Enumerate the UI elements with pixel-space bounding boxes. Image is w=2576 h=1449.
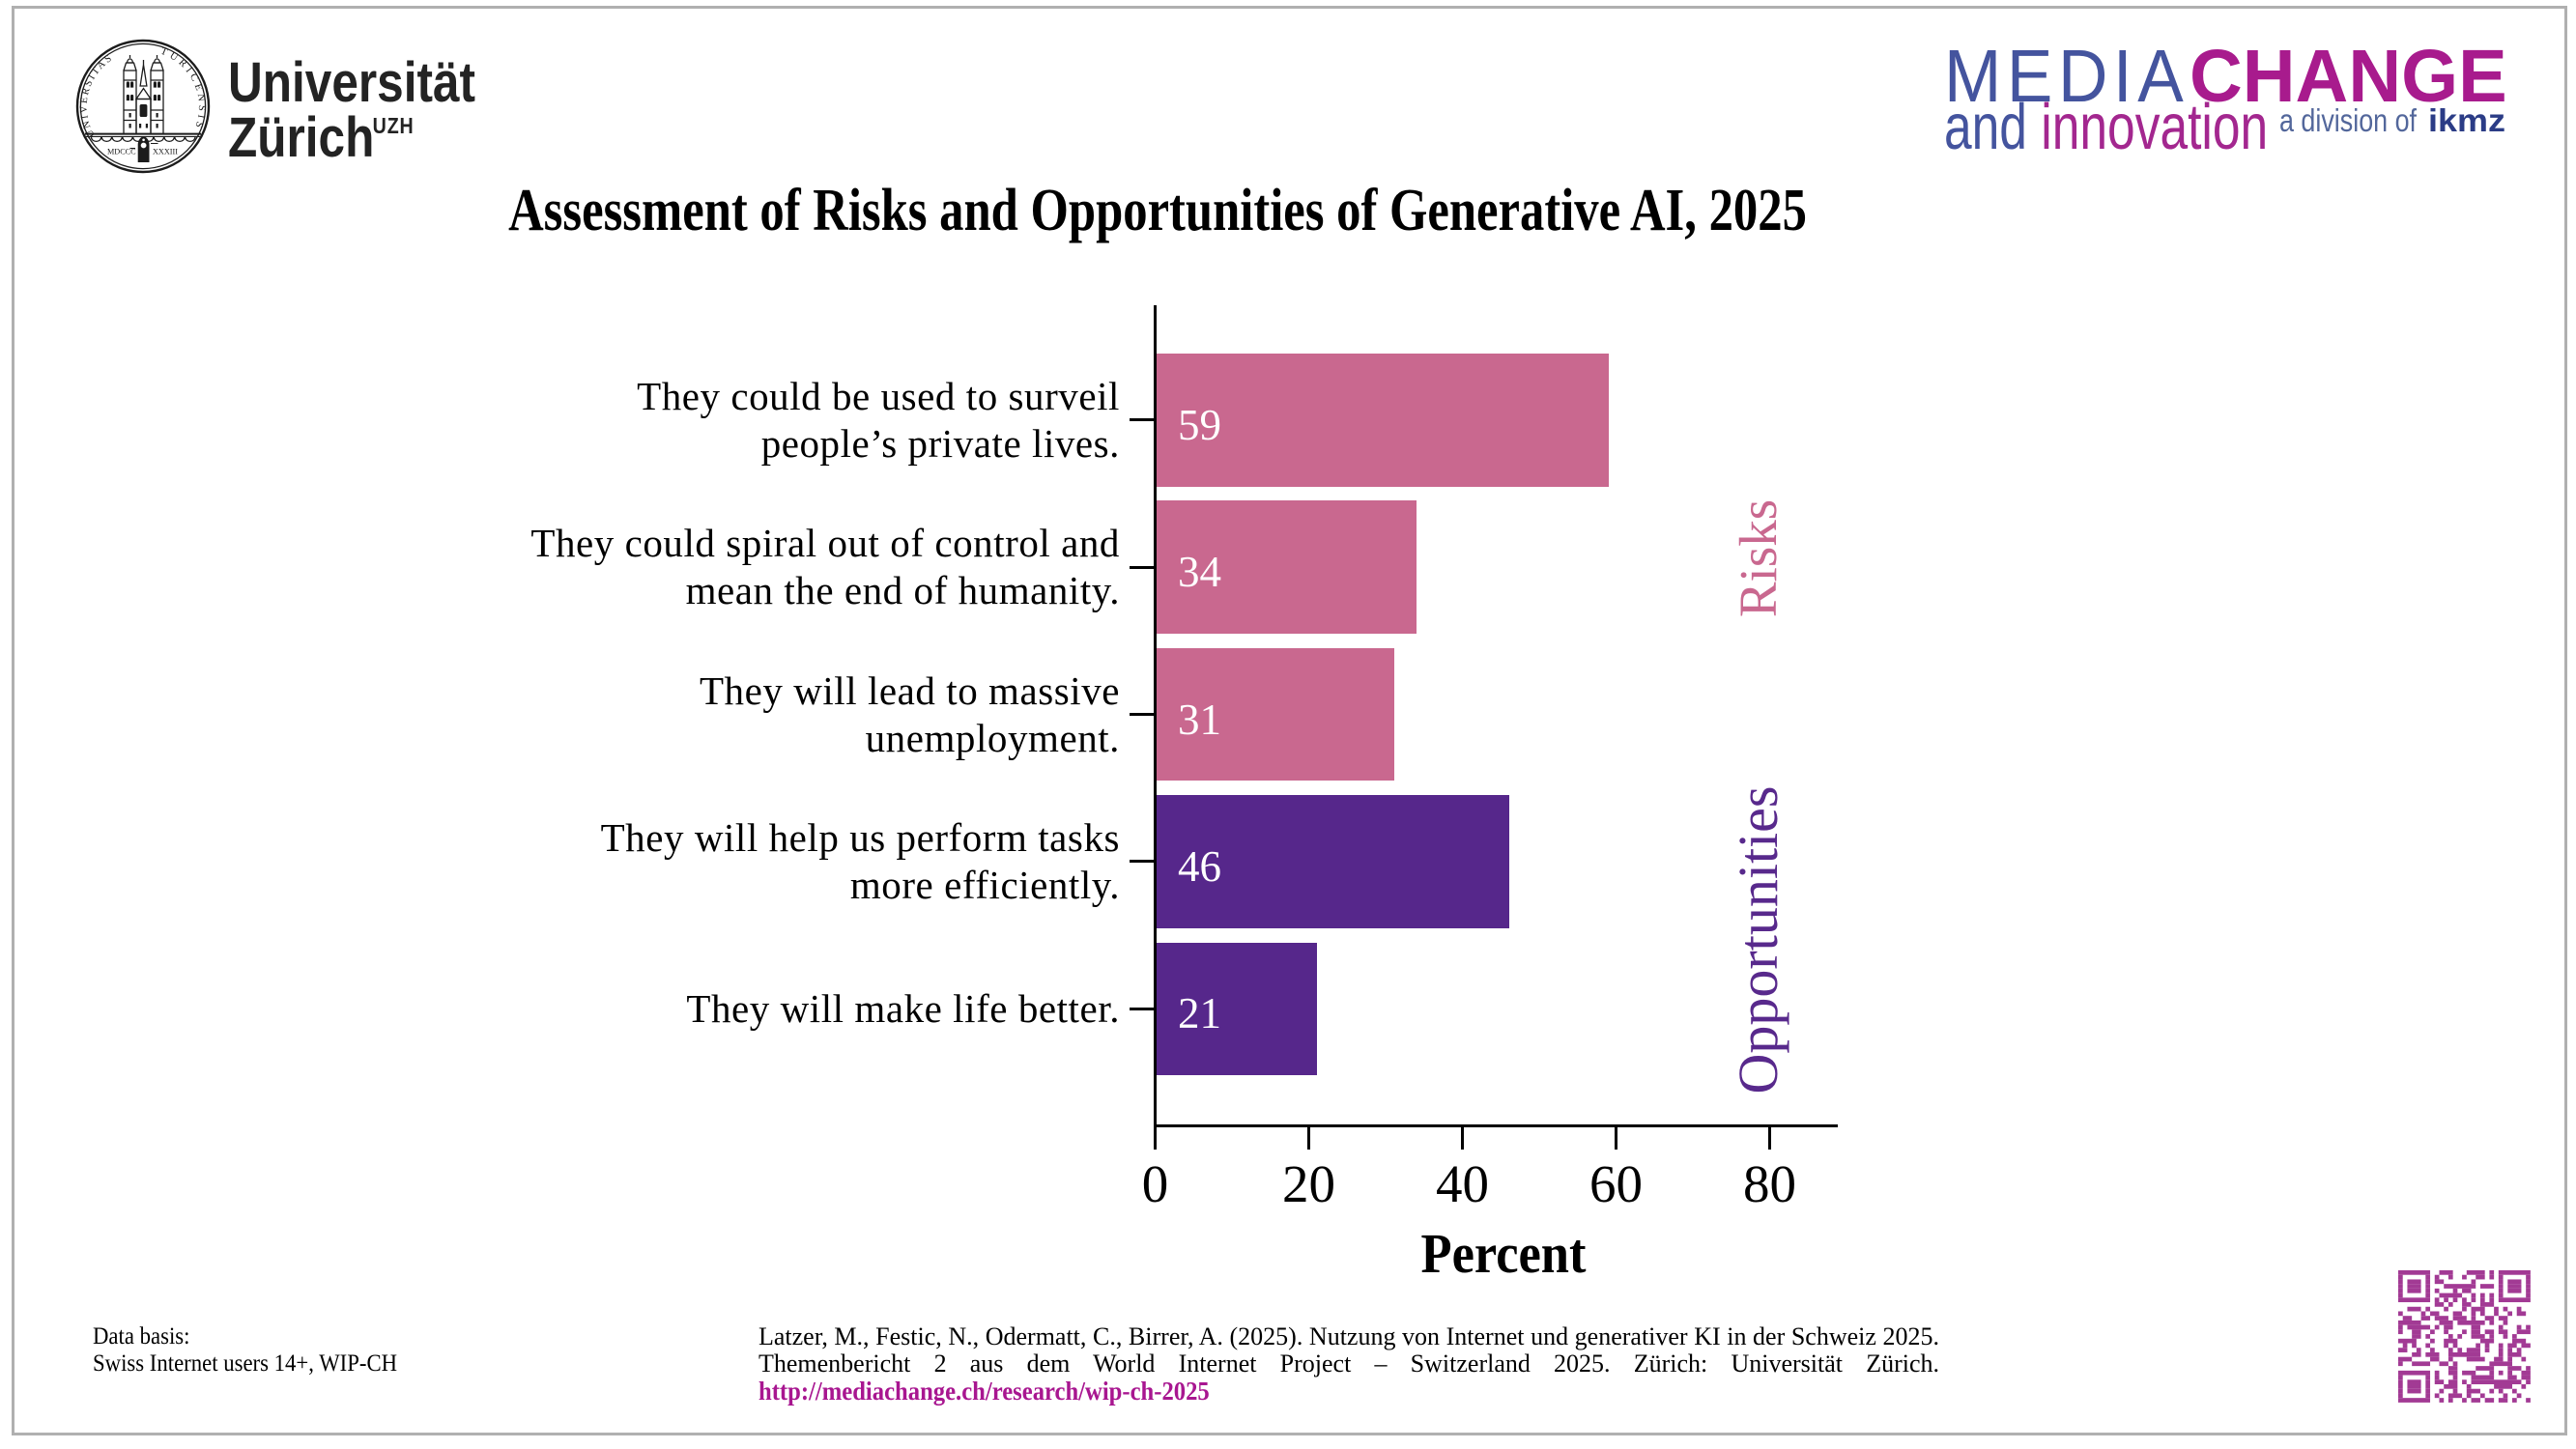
svg-text:MDCCC: MDCCC (107, 148, 136, 156)
svg-text:XXXIII: XXXIII (153, 148, 178, 156)
svg-text:Opportunities: Opportunities (1727, 786, 1789, 1094)
svg-text:Risks: Risks (1729, 499, 1788, 617)
